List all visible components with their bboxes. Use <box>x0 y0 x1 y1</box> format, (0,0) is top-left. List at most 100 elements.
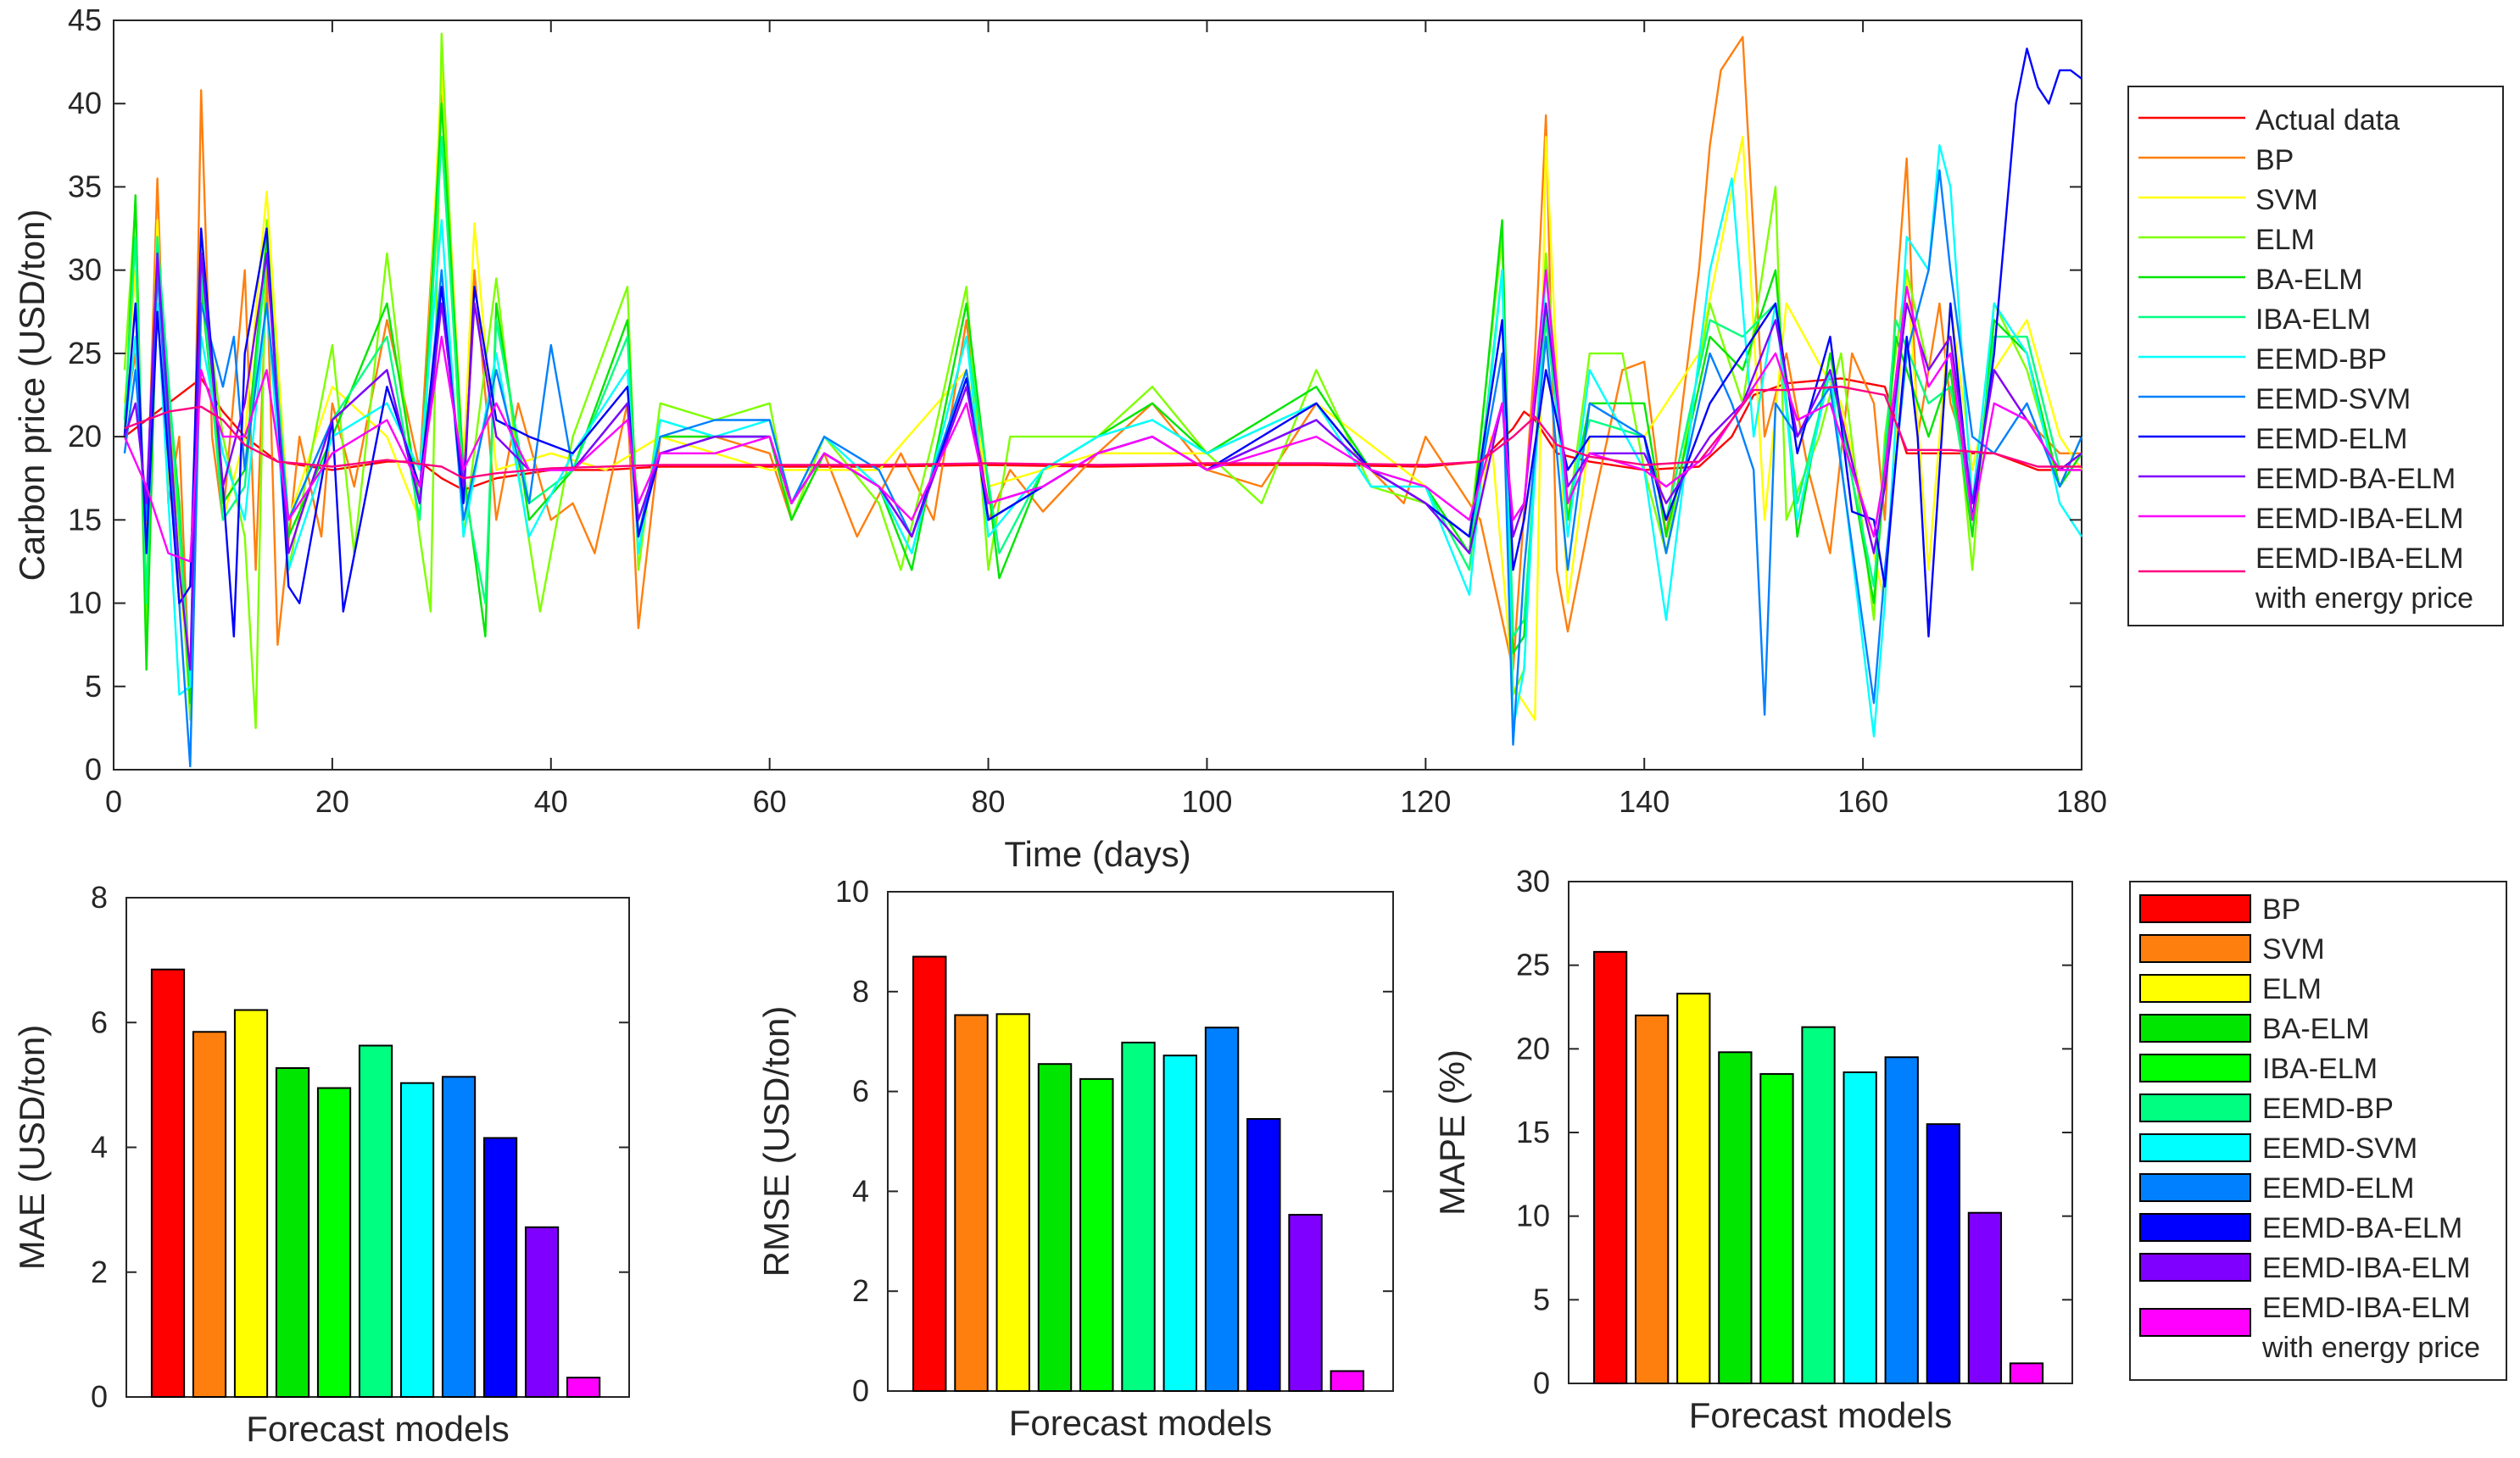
bar-chart-2: 0 2 4 6 8 10 Forecast models RMSE (USD/ton) <box>756 874 1394 1443</box>
y-tick-label: 25 <box>68 336 102 370</box>
y-tick-label: 15 <box>68 502 102 537</box>
x-axis-label: Forecast models <box>1689 1395 1952 1435</box>
x-tick-label: 0 <box>105 784 122 819</box>
bar-6 <box>1843 1071 1877 1384</box>
legend-label: ELM <box>2255 224 2315 256</box>
y-tick-label: 0 <box>852 1373 869 1408</box>
bar-legend-swatch <box>2139 894 2251 923</box>
legend-label: BP <box>2255 144 2294 176</box>
bar-legend-label: IBA-ELM <box>2262 1053 2378 1085</box>
bar-chart-3: 0 5 10 15 20 25 30 Forecast models MAPE (%) <box>1432 864 2073 1435</box>
bar-7 <box>1884 1056 1919 1384</box>
x-tick-label: 100 <box>1181 784 1232 819</box>
legend-label: EEMD-ELM <box>2255 423 2407 455</box>
bar-legend-label: EEMD-IBA-ELM <box>2262 1252 2471 1284</box>
x-axis-label: Forecast models <box>1009 1403 1272 1443</box>
x-tick-label: 60 <box>753 784 787 819</box>
line-legend: Actual data BP SVM ELM BA-ELM IBA-ELM EEMD-BP E… <box>2127 86 2504 626</box>
bar-5 <box>1121 1041 1156 1393</box>
y-tick-label: 0 <box>1533 1366 1550 1400</box>
bar-0 <box>1592 950 1628 1384</box>
bar-legend-swatch <box>2139 1054 2251 1082</box>
bar-1 <box>954 1014 989 1393</box>
bar-8 <box>1246 1117 1281 1392</box>
series-line-ba_elm <box>123 102 2083 704</box>
series-line-bp <box>123 36 2082 704</box>
y-tick-label: 25 <box>1516 948 1550 982</box>
bar-5 <box>358 1044 393 1398</box>
y-tick-label: 40 <box>68 86 102 120</box>
x-axis-label: Forecast models <box>246 1409 509 1449</box>
y-tick-label: 5 <box>1533 1282 1550 1316</box>
bar-legend-swatch <box>2139 974 2251 1003</box>
y-tick-label: 45 <box>68 3 102 37</box>
x-tick-label: 120 <box>1400 784 1451 819</box>
series-line-actual <box>124 377 2082 492</box>
legend-label: with energy price <box>2255 582 2473 615</box>
bar-legend-swatch <box>2139 1133 2251 1162</box>
bar-3 <box>275 1066 310 1398</box>
y-tick-label: 10 <box>1516 1199 1550 1233</box>
bar-chart-1: 0 2 4 6 8 Forecast models MAE (USD/ton) <box>12 880 630 1449</box>
bar-2 <box>1676 993 1711 1385</box>
y-axis-label: RMSE (USD/ton) <box>756 1006 796 1277</box>
y-axis-label: MAPE (%) <box>1432 1049 1472 1216</box>
bar-5 <box>1801 1026 1836 1385</box>
bar-6 <box>399 1082 435 1398</box>
y-tick-label: 15 <box>1516 1115 1550 1149</box>
bar-9 <box>1288 1214 1323 1393</box>
y-tick-label: 6 <box>852 1074 869 1109</box>
bar-2 <box>233 1009 269 1399</box>
series-line-eemd_bp <box>123 144 2083 737</box>
bar-6 <box>1162 1055 1198 1393</box>
bar-1 <box>192 1031 227 1398</box>
bar-legend-swatch <box>2139 1173 2251 1202</box>
bar-3 <box>1037 1063 1073 1392</box>
bar-10 <box>566 1377 601 1399</box>
bar-legend-label: SVM <box>2262 933 2325 966</box>
bar-4 <box>316 1087 352 1399</box>
x-tick-label: 180 <box>2056 784 2107 819</box>
bar-legend-label: EEMD-ELM <box>2262 1172 2414 1205</box>
bar-2 <box>995 1013 1030 1393</box>
legend-label: EEMD-IBA-ELM <box>2255 503 2464 535</box>
line-chart: 0 20 40 60 80 100 120 140 160 180 0 5 10 15 20 25 30 35 40… <box>12 3 2107 874</box>
x-tick-label: 160 <box>1837 784 1888 819</box>
legend-label: EEMD-BA-ELM <box>2255 463 2456 495</box>
y-tick-label: 2 <box>852 1273 869 1308</box>
bar-legend-label: ELM <box>2262 973 2322 1005</box>
bar-7 <box>441 1076 477 1398</box>
bar-0 <box>150 968 186 1398</box>
x-axis-label: Time (days) <box>1004 834 1190 874</box>
bar-legend-swatch <box>2139 1253 2251 1282</box>
legend-label: IBA-ELM <box>2255 303 2371 336</box>
bar-8 <box>482 1137 518 1399</box>
bar-10 <box>2009 1362 2044 1384</box>
bar-0 <box>912 955 947 1392</box>
legend-label: EEMD-IBA-ELM <box>2255 543 2464 575</box>
y-tick-label: 8 <box>852 974 869 1009</box>
y-tick-label: 20 <box>68 419 102 454</box>
bar-legend-label: EEMD-BA-ELM <box>2262 1212 2462 1244</box>
x-tick-label: 20 <box>315 784 349 819</box>
y-tick-label: 4 <box>91 1130 108 1165</box>
bar-legend-label: EEMD-IBA-ELM <box>2262 1292 2471 1324</box>
bar-legend: BP SVM ELM BA-ELM IBA-ELM EEMD-BP EEMD-SVM EEMD… <box>2129 881 2507 1381</box>
y-tick-label: 5 <box>85 669 102 704</box>
series-line-eemd_iba_elm <box>123 269 2082 563</box>
x-tick-label: 80 <box>972 784 1006 819</box>
series-line-eemd_iba_elm_energy <box>124 386 2082 480</box>
legend-label: EEMD-BP <box>2255 343 2387 376</box>
bar-legend-label: with energy price <box>2261 1332 2480 1364</box>
y-tick-label: 6 <box>91 1004 108 1039</box>
bar-7 <box>1204 1027 1240 1392</box>
y-tick-label: 10 <box>68 586 102 620</box>
bar-legend-label: EEMD-SVM <box>2262 1132 2417 1165</box>
y-tick-label: 30 <box>1516 864 1550 899</box>
y-axis-label: Carbon price (USD/ton) <box>12 209 52 582</box>
bar-legend-label: EEMD-BP <box>2262 1093 2394 1125</box>
bar-legend-swatch <box>2139 934 2251 963</box>
y-tick-label: 35 <box>68 169 102 203</box>
y-tick-label: 30 <box>68 253 102 287</box>
